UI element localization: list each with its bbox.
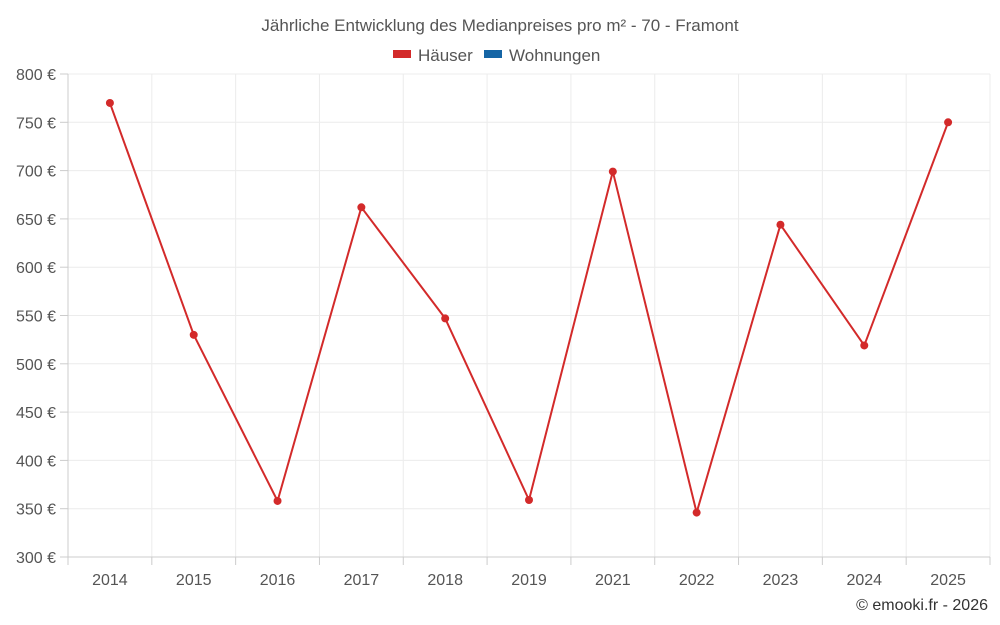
x-tick-label-2023: 2023 — [763, 572, 799, 589]
y-tick-label: 550 € — [16, 309, 56, 326]
grid — [68, 73, 991, 557]
x-tick-label-2016: 2016 — [260, 572, 296, 589]
data-point-2017[interactable] — [357, 203, 366, 212]
y-tick-label: 300 € — [16, 550, 56, 567]
y-tick-label: 350 € — [16, 502, 56, 519]
y-axis: 300 € 350 € 400 € 450 € 500 € 550 € 600 € 650 €… — [16, 67, 69, 567]
legend: Häuser Wohnungen — [393, 46, 600, 65]
data-point-2018[interactable] — [441, 314, 450, 323]
data-point-2015[interactable] — [189, 330, 198, 339]
y-tick-label: 650 € — [16, 212, 56, 229]
data-point-2023[interactable] — [776, 220, 785, 229]
x-tick-label-2022: 2022 — [679, 572, 715, 589]
y-tick-label: 500 € — [16, 357, 56, 374]
x-tick-label-2025: 2025 — [930, 572, 966, 589]
legend-item-haeuser[interactable]: Häuser — [393, 46, 473, 65]
data-point-2021[interactable] — [608, 167, 617, 176]
data-point-2014[interactable] — [105, 98, 114, 107]
y-tick-label: 800 € — [16, 67, 56, 84]
y-tick-label: 750 € — [16, 115, 56, 132]
data-point-2022[interactable] — [692, 508, 701, 517]
x-tick-label-2014: 2014 — [92, 572, 128, 589]
legend-label-haeuser: Häuser — [418, 46, 473, 65]
legend-swatch-haeuser — [393, 50, 411, 58]
legend-item-wohnungen[interactable]: Wohnungen — [484, 46, 600, 65]
x-axis: 2014 2015 2016 2017 2018 2019 2021 2022 2023 2024… — [67, 556, 991, 589]
x-tick-label-2018: 2018 — [427, 572, 463, 589]
data-point-2024[interactable] — [860, 341, 869, 350]
x-tick-label-2021: 2021 — [595, 572, 631, 589]
y-tick-label: 600 € — [16, 260, 56, 277]
y-tick-label: 450 € — [16, 405, 56, 422]
x-tick-label-2019: 2019 — [511, 572, 547, 589]
data-point-2019[interactable] — [525, 496, 533, 505]
x-tick-label-2017: 2017 — [344, 572, 380, 589]
legend-swatch-wohnungen — [484, 50, 502, 58]
y-tick-label: 700 € — [16, 164, 56, 181]
x-tick-label-2024: 2024 — [846, 572, 882, 589]
credit-text: © emooki.fr - 2026 — [856, 597, 988, 614]
y-tick-label: 400 € — [16, 453, 56, 470]
legend-label-wohnungen: Wohnungen — [509, 46, 600, 65]
data-point-2016[interactable] — [273, 496, 282, 505]
series-haeuser — [105, 98, 953, 517]
data-point-2025[interactable] — [944, 118, 953, 127]
x-tick-label-2015: 2015 — [176, 572, 212, 589]
chart-title: Jährliche Entwicklung des Medianpreises … — [261, 16, 738, 35]
